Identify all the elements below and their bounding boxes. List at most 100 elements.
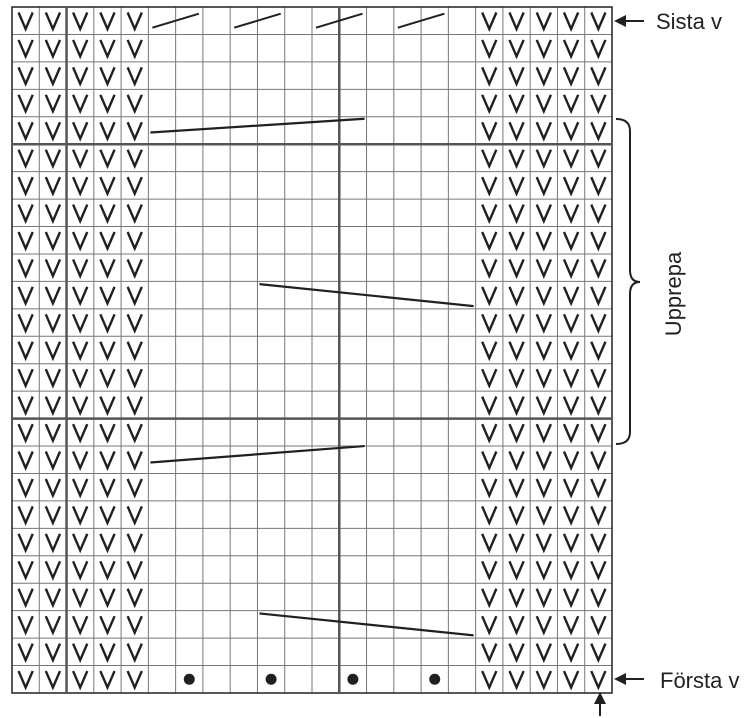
v-stitch-symbol <box>535 39 553 60</box>
v-stitch-symbol <box>590 12 607 32</box>
v-stitch-symbol <box>562 478 580 499</box>
v-stitch-symbol <box>562 204 580 225</box>
v-stitch-symbol <box>99 12 116 32</box>
slash-symbol <box>397 12 445 29</box>
v-stitch-symbol <box>44 423 62 444</box>
v-stitch-symbol <box>562 231 580 252</box>
v-stitch-symbol <box>99 643 116 664</box>
v-stitch-symbol <box>590 533 607 554</box>
v-stitch-symbol <box>590 396 607 417</box>
v-stitch-symbol <box>126 12 143 32</box>
v-stitch-symbol <box>126 505 143 526</box>
v-stitch-symbol <box>562 313 580 334</box>
v-stitch-symbol <box>99 478 116 499</box>
v-stitch-symbol <box>562 149 580 170</box>
v-stitch-symbol <box>508 313 525 334</box>
v-stitch-symbol <box>508 286 525 307</box>
v-stitch-symbol <box>99 286 116 307</box>
v-stitch-symbol <box>562 670 580 691</box>
slash-symbol <box>315 12 363 29</box>
v-stitch-symbol <box>17 39 34 60</box>
v-stitch-symbol <box>562 66 580 87</box>
v-stitch-symbol <box>71 39 89 60</box>
v-stitch-symbol <box>17 286 34 307</box>
v-stitch-symbol <box>508 39 525 60</box>
v-stitch-symbol <box>44 396 62 417</box>
v-stitch-symbol <box>99 313 116 334</box>
v-stitch-symbol <box>99 39 116 60</box>
v-stitch-symbol <box>71 66 89 87</box>
v-stitch-symbol <box>99 560 116 581</box>
v-stitch-symbol <box>535 670 553 691</box>
v-stitch-symbol <box>44 12 62 32</box>
v-stitch-symbol <box>535 396 553 417</box>
v-stitch-symbol <box>535 231 553 252</box>
v-stitch-symbol <box>17 615 34 636</box>
v-stitch-symbol <box>99 341 116 362</box>
last-row-label: Sista v <box>656 9 722 34</box>
v-stitch-symbol <box>562 341 580 362</box>
v-stitch-symbol <box>562 588 580 609</box>
v-stitch-symbol <box>71 560 89 581</box>
v-stitch-symbol <box>535 66 553 87</box>
v-stitch-symbol <box>508 368 525 389</box>
v-stitch-symbol <box>535 204 553 225</box>
v-stitch-symbol <box>126 396 143 417</box>
v-stitch-symbol <box>535 258 553 279</box>
v-stitch-symbol <box>71 505 89 526</box>
dot-symbol <box>183 673 195 685</box>
v-stitch-symbol <box>44 368 62 389</box>
v-stitch-symbol <box>71 94 89 115</box>
v-stitch-symbol <box>126 231 143 252</box>
v-stitch-symbol <box>590 94 607 115</box>
slash-symbol <box>233 12 282 29</box>
v-stitch-symbol <box>508 94 525 115</box>
v-stitch-symbol <box>99 670 116 691</box>
v-stitch-symbol <box>126 588 143 609</box>
v-stitch-symbol <box>590 341 607 362</box>
v-stitch-symbol <box>126 149 143 170</box>
v-stitch-symbol <box>44 231 62 252</box>
v-stitch-symbol <box>562 286 580 307</box>
v-stitch-symbol <box>126 258 143 279</box>
v-stitch-symbol <box>99 533 116 554</box>
v-stitch-symbol <box>535 341 553 362</box>
v-stitch-symbol <box>508 66 525 87</box>
v-stitch-symbol <box>99 231 116 252</box>
v-stitch-symbol <box>508 670 525 691</box>
v-stitch-symbol <box>508 396 525 417</box>
v-stitch-symbol <box>126 204 143 225</box>
v-stitch-symbol <box>17 588 34 609</box>
v-stitch-symbol <box>126 423 143 444</box>
v-stitch-symbol <box>126 368 143 389</box>
slash-symbol <box>152 12 200 29</box>
v-stitch-symbol <box>481 368 498 389</box>
v-stitch-symbol <box>481 149 498 170</box>
v-stitch-symbol <box>17 670 34 691</box>
v-stitch-symbol <box>44 176 62 197</box>
v-stitch-symbol <box>17 478 34 499</box>
v-stitch-symbol <box>17 505 34 526</box>
v-stitch-symbol <box>508 588 525 609</box>
v-stitch-symbol <box>508 341 525 362</box>
v-stitch-symbol <box>481 478 498 499</box>
v-stitch-symbol <box>17 204 34 225</box>
v-stitch-symbol <box>17 341 34 362</box>
repeat-label: Upprepa <box>661 251 686 336</box>
v-stitch-symbol <box>590 121 607 142</box>
strand-line <box>150 444 365 464</box>
v-stitch-symbol <box>481 423 498 444</box>
v-stitch-symbol <box>126 533 143 554</box>
v-stitch-symbol <box>562 423 580 444</box>
v-stitch-symbol <box>562 643 580 664</box>
v-stitch-symbol <box>44 313 62 334</box>
v-stitch-symbol <box>590 670 607 691</box>
chart-annotations: Sista v Första v Upprepa <box>594 9 739 716</box>
v-stitch-symbol <box>71 176 89 197</box>
v-stitch-symbol <box>481 286 498 307</box>
v-stitch-symbol <box>481 121 498 142</box>
v-stitch-symbol <box>535 533 553 554</box>
last-row-arrow-icon <box>614 15 644 27</box>
dot-symbol <box>429 673 441 685</box>
